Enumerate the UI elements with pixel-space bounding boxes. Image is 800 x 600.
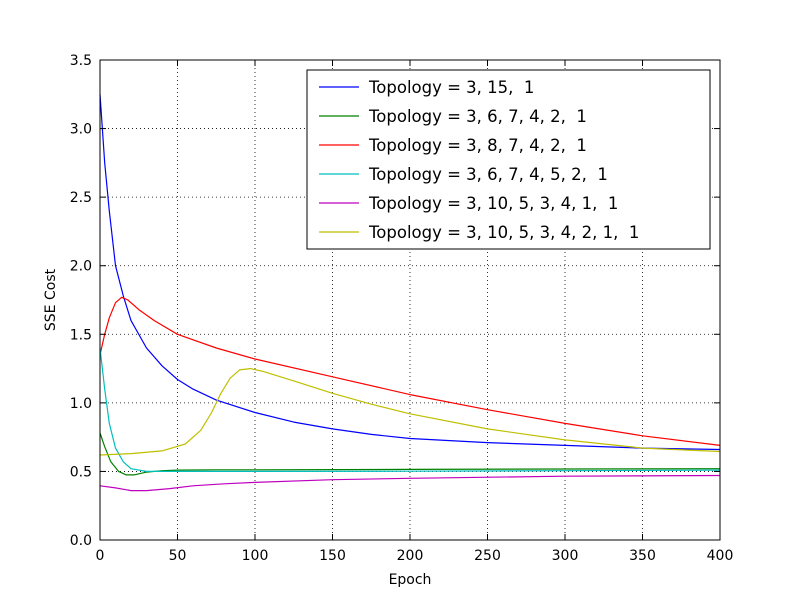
x-tick-label: 0	[96, 548, 105, 564]
x-tick-label: 50	[169, 548, 187, 564]
legend: Topology = 3, 15, 1 Topology = 3, 6, 7, 4…	[306, 69, 711, 250]
x-tick-label: 150	[319, 548, 346, 564]
x-tick-label: 250	[474, 548, 501, 564]
series-line-3	[99, 296, 721, 446]
y-tick-label: 1.0	[70, 396, 92, 412]
x-tick-label: 100	[242, 548, 269, 564]
legend-label: Topology = 3, 10, 5, 3, 4, 2, 1, 1	[368, 223, 639, 242]
legend-label: Topology = 3, 10, 5, 3, 4, 1, 1	[368, 194, 618, 213]
y-tick-label: 2.0	[70, 259, 92, 275]
legend-label: Topology = 3, 15, 1	[368, 78, 534, 97]
x-tick-label: 400	[707, 548, 734, 564]
series-line-4	[99, 347, 721, 472]
legend-box	[306, 69, 711, 250]
legend-label: Topology = 3, 6, 7, 4, 5, 2, 1	[368, 165, 608, 184]
series-line-1	[99, 94, 721, 451]
series-line-6	[99, 368, 721, 456]
y-tick-label: 0.0	[70, 533, 92, 549]
x-tick-label: 300	[552, 548, 579, 564]
x-tick-label: 350	[629, 548, 656, 564]
y-tick-label: 3.5	[70, 53, 92, 69]
x-axis-title: Epoch	[389, 572, 432, 588]
y-tick-label: 3.0	[70, 122, 92, 138]
y-tick-label: 0.5	[70, 464, 92, 480]
x-tick-label: 200	[397, 548, 424, 564]
y-axis-title: SSE Cost	[43, 268, 59, 331]
legend-label: Topology = 3, 8, 7, 4, 2, 1	[368, 136, 587, 155]
legend-label: Topology = 3, 6, 7, 4, 2, 1	[368, 107, 587, 126]
y-tick-label: 2.5	[70, 190, 92, 206]
series-line-5	[99, 474, 721, 492]
axis-ticks: 0 50 100 150 200 250 300 350 400 0.0 0.5 1.0 1.5 2.0 2…	[70, 53, 734, 564]
series-lines	[99, 94, 721, 492]
y-tick-label: 1.5	[70, 327, 92, 343]
